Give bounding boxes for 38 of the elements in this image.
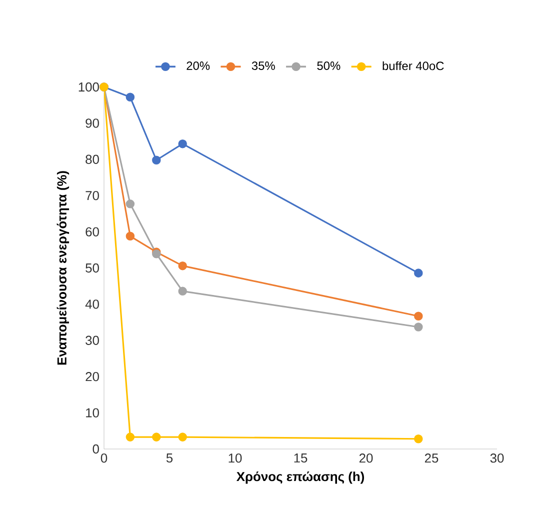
legend-label: 35% [252, 62, 275, 70]
y-tick-label: 40 [85, 300, 99, 309]
x-tick-label: 25 [424, 454, 438, 463]
x-tick-label: 0 [100, 454, 108, 463]
x-tick-label: 30 [490, 454, 504, 463]
legend-label: 50% [317, 62, 340, 70]
y-tick-label: 60 [86, 227, 99, 236]
y-tick-label: 80 [86, 154, 99, 164]
point [126, 232, 135, 241]
point [414, 322, 423, 332]
y-tick-label: 70 [86, 191, 99, 200]
y-tick-label: 90 [86, 118, 99, 128]
x-tick-label: 20 [359, 454, 373, 463]
x-tick-label: 15 [294, 454, 308, 463]
y-axis-title: Εναπομείνουσα ενεργότητα (%) [56, 171, 70, 365]
y-tick-label: 100 [78, 82, 99, 92]
point [126, 92, 135, 102]
y-tick-label: 0 [92, 444, 99, 454]
legend-label: 20% [186, 62, 210, 70]
x-tick-label: 10 [228, 454, 242, 463]
point [152, 156, 161, 165]
point [414, 268, 423, 278]
x-tick-label: 5 [166, 454, 173, 463]
point [178, 432, 187, 442]
point [178, 139, 187, 148]
y-tick-label: 50 [86, 263, 99, 273]
point [178, 286, 187, 296]
point [414, 434, 423, 444]
y-tick-label: 10 [86, 408, 99, 418]
point [126, 432, 135, 442]
point [152, 432, 161, 442]
y-tick-label: 20 [86, 372, 99, 382]
point [126, 200, 135, 208]
y-tick-label: 30 [86, 336, 99, 345]
point [178, 261, 187, 270]
legend-label: buffer 40oC [382, 61, 444, 70]
point [414, 312, 423, 321]
x-axis-title: Χρόνος επώασης (h) [236, 472, 364, 484]
